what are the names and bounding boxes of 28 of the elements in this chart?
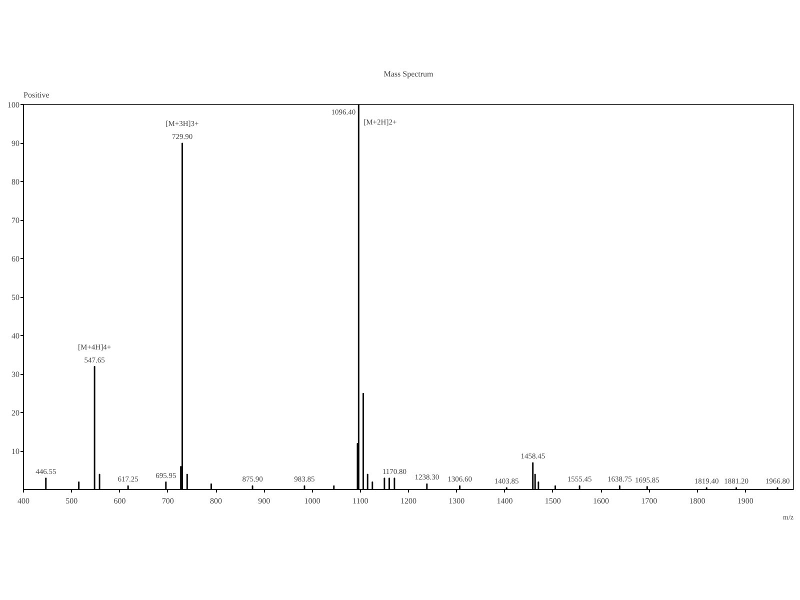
y-tick-label: 30 [12, 370, 20, 379]
x-tick-label: 1600 [593, 496, 609, 506]
y-tick-label: 10 [12, 447, 20, 456]
y-tick-label: 20 [12, 408, 20, 418]
x-tick-label: 500 [66, 496, 78, 506]
x-tick-label: 1300 [448, 496, 465, 506]
x-tick-label: 1800 [689, 496, 706, 506]
y-tick-label: 40 [12, 332, 20, 340]
x-tick-label: 1500 [544, 496, 561, 506]
y-tick-label: 60 [12, 254, 20, 264]
x-tick-label: 800 [210, 496, 222, 506]
x-tick-label: 1200 [400, 496, 416, 506]
x-tick-label: 1000 [304, 496, 320, 506]
y-tick-label: 70 [12, 216, 20, 225]
x-tick-label: 900 [258, 496, 270, 506]
x-tick-label: 600 [114, 496, 126, 506]
x-tick-label: 1700 [641, 496, 658, 506]
x-tick-label: 1400 [496, 496, 513, 506]
text: Positive [24, 90, 50, 100]
x-tick-label: 700 [162, 496, 174, 506]
y-tick-label: 50 [12, 293, 20, 302]
x-tick-label: 400 [18, 496, 30, 506]
y-tick-label: 100 [8, 100, 20, 110]
y-tick-label: 90 [12, 139, 20, 148]
chart-title: Mass Spectrum [384, 70, 434, 78]
x-tick-label: 1900 [737, 496, 754, 506]
y-tick-label: 80 [12, 178, 20, 186]
x-tick-label: 1100 [352, 496, 368, 506]
